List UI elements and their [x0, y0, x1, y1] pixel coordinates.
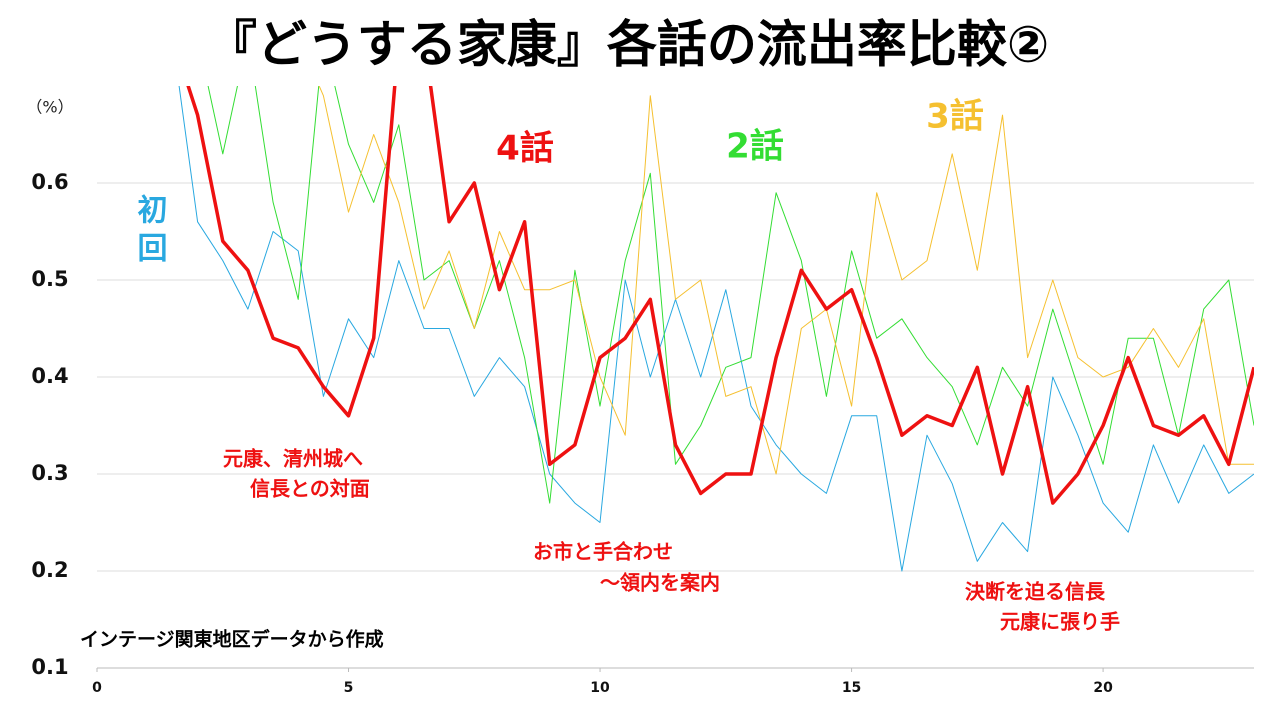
series-line — [318, 86, 1254, 475]
x-tick-label: 10 — [590, 680, 610, 696]
y-tick-label: 0.4 — [31, 364, 68, 388]
x-tick-label: 0 — [92, 680, 102, 696]
x-tick-label: 5 — [344, 680, 354, 696]
x-tick-label: 15 — [842, 680, 861, 696]
legend-label: 初回 — [132, 194, 168, 270]
series-line — [186, 86, 1254, 505]
annotation: 元康に張り手 — [1000, 610, 1120, 634]
y-tick-label: 0.5 — [31, 267, 68, 291]
y-tick-label: 0.2 — [31, 558, 68, 582]
source-note: インテージ関東地区データから作成 — [80, 628, 384, 651]
plot-area — [178, 86, 1254, 572]
chart-title: 『どうする家康』各話の流出率比較② — [207, 16, 1049, 74]
x-tick-label: 20 — [1093, 680, 1113, 696]
annotation: 信長との対面 — [250, 477, 370, 501]
legend-label: 4話 — [496, 129, 554, 169]
legend-label: 2話 — [726, 127, 784, 167]
series-line — [178, 86, 1254, 572]
annotation: お市と手合わせ — [533, 540, 673, 564]
y-tick-label: 0.1 — [31, 655, 68, 679]
legend-label: 3話 — [926, 97, 984, 137]
annotation: ～領内を案内 — [600, 571, 720, 595]
annotation: 決断を迫る信長 — [965, 580, 1106, 604]
y-tick-label: 0.3 — [31, 461, 68, 485]
y-axis-label: （%） — [26, 98, 73, 117]
y-tick-label: 0.6 — [31, 170, 68, 194]
annotation: 元康、清州城へ — [223, 447, 363, 471]
series-line — [207, 86, 1254, 504]
